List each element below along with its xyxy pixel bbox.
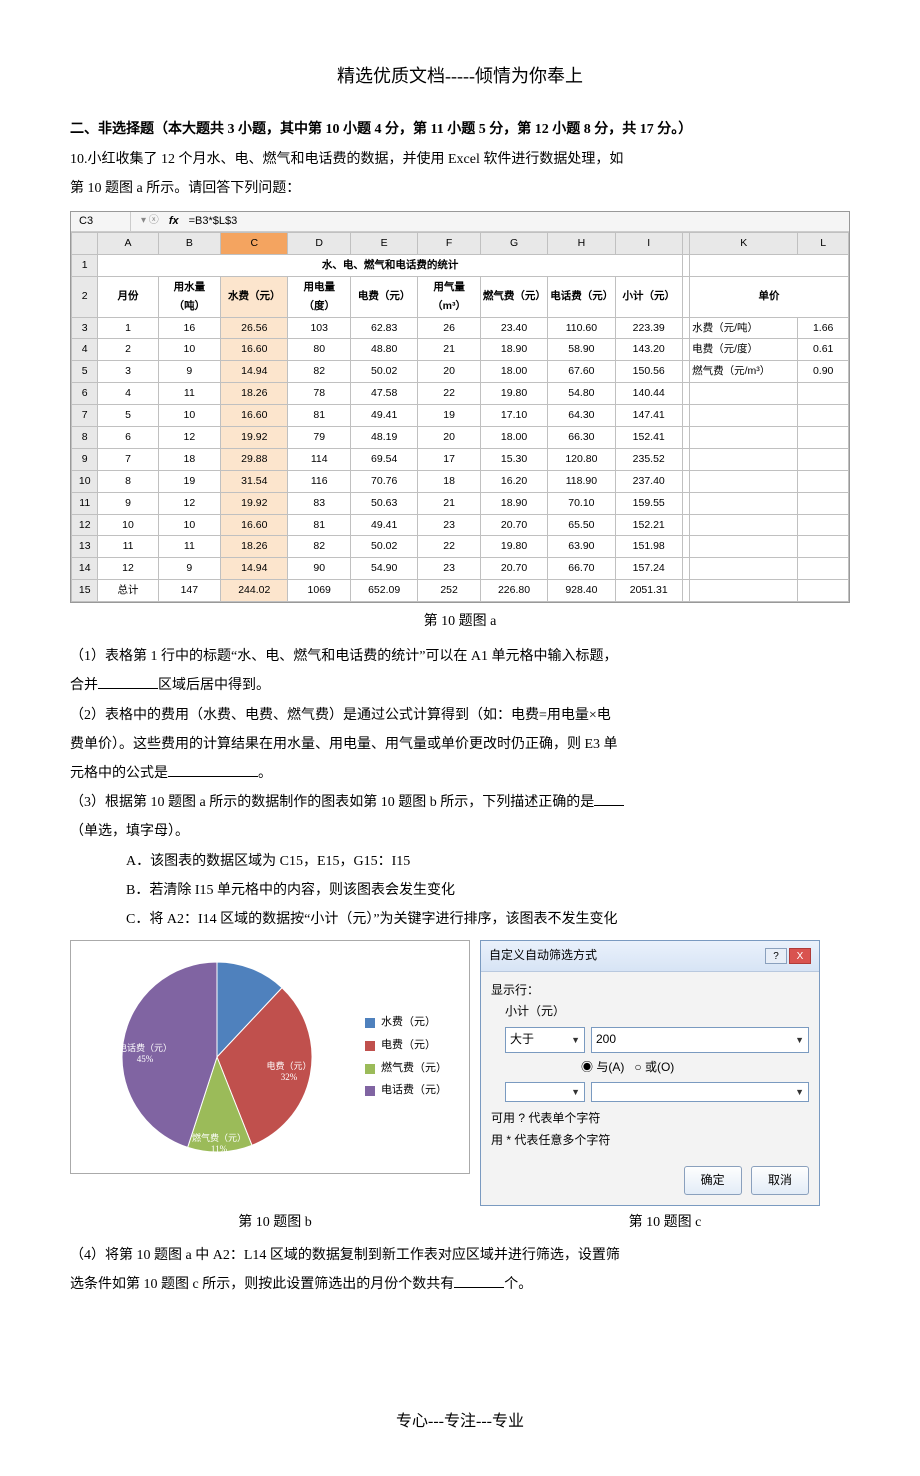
blank-3: [594, 792, 624, 806]
dialog-window-controls: ? X: [765, 948, 811, 964]
page-footer: 专心---专注---专业: [70, 1408, 850, 1437]
field-label: 小计（元）: [491, 1001, 809, 1023]
opt-b: B．若清除 I15 单元格中的内容，则该图表会发生变化: [70, 878, 850, 903]
logic-radio-row: ◉ 与(A) ○ 或(O): [491, 1057, 809, 1079]
operator-1-combo[interactable]: 大于▼: [505, 1027, 585, 1053]
dialog-buttons: 确定 取消: [481, 1160, 819, 1206]
q1-c: 区域后居中得到。: [158, 678, 270, 693]
q3-a: （3）根据第 10 题图 a 所示的数据制作的图表如第 10 题图 b 所示，下…: [70, 795, 594, 810]
q3-a-line: （3）根据第 10 题图 a 所示的数据制作的图表如第 10 题图 b 所示，下…: [70, 790, 850, 815]
q2-b: 费单价）。这些费用的计算结果在用水量、用电量、用气量或单价更改时仍正确，则 E3…: [70, 732, 850, 757]
q4-a: （4）将第 10 题图 a 中 A2：L14 区域的数据复制到新工作表对应区域并…: [70, 1243, 850, 1268]
blank-2: [168, 763, 258, 777]
blank-4: [454, 1274, 504, 1288]
spreadsheet-grid[interactable]: ABCDEFGHIKL1水、电、燃气和电话费的统计2月份用水量（吨）水费（元）用…: [71, 232, 849, 602]
hint-2: 用 * 代表任意多个字符: [491, 1130, 809, 1152]
q1-b: 合并: [70, 678, 98, 693]
page-header: 精选优质文档-----倾情为你奉上: [70, 60, 850, 92]
value-1-combo[interactable]: 200▼: [591, 1027, 809, 1053]
fx-label: fx: [169, 212, 185, 232]
dialog-title: 自定义自动筛选方式: [489, 945, 597, 967]
q3-b: （单选，填字母）。: [70, 819, 850, 844]
fx-icons: ▾ ⓧ: [131, 212, 169, 230]
q1-a: （1）表格第 1 行中的标题“水、电、燃气和电话费的统计”可以在 A1 单元格中…: [70, 644, 850, 669]
operator-2-combo[interactable]: ▼: [505, 1082, 585, 1102]
q10-intro-a: 10.小红收集了 12 个月水、电、燃气和电话费的数据，并使用 Excel 软件…: [70, 147, 850, 172]
blank-1: [98, 675, 158, 689]
filter-dialog: 自定义自动筛选方式 ? X 显示行： 小计（元） 大于▼ 200▼ ◉ 与(A)…: [480, 940, 820, 1206]
opt-a: A．该图表的数据区域为 C15，E15，G15：I15: [70, 849, 850, 874]
or-radio[interactable]: ○ 或(O): [634, 1060, 674, 1074]
pie-legend: 水费（元）电费（元）燃气费（元）电话费（元）: [365, 1010, 447, 1104]
section-title-text: 二、非选择题（本大题共 3 小题，其中第 10 小题 4 分，第 11 小题 5…: [70, 122, 692, 137]
opt-c: C．将 A2：I14 区域的数据按“小计（元）”为关键字进行排序，该图表不发生变…: [70, 907, 850, 932]
ok-button[interactable]: 确定: [684, 1166, 742, 1196]
q2-c: 元格中的公式是: [70, 766, 168, 781]
figures-row: 水费（元）12%电费（元）32%燃气费（元）11%电话费（元）45% 水费（元）…: [70, 940, 850, 1206]
q10-intro-b: 第 10 题图 a 所示。请回答下列问题：: [70, 176, 850, 201]
pie-chart: 水费（元）12%电费（元）32%燃气费（元）11%电话费（元）45%: [77, 947, 357, 1167]
q4-b-line: 选条件如第 10 题图 c 所示，则按此设置筛选出的月份个数共有 个。: [70, 1272, 850, 1297]
and-radio[interactable]: ◉ 与(A): [581, 1060, 624, 1074]
section-title: 二、非选择题（本大题共 3 小题，其中第 10 小题 4 分，第 11 小题 5…: [70, 117, 850, 142]
show-rows-label: 显示行：: [491, 980, 809, 1002]
excel-screenshot: C3 ▾ ⓧ fx =B3*$L$3 ABCDEFGHIKL1水、电、燃气和电话…: [70, 211, 850, 603]
sub-captions: 第 10 题图 b 第 10 题图 c: [70, 1206, 850, 1239]
formula-input[interactable]: =B3*$L$3: [185, 212, 849, 232]
help-icon[interactable]: ?: [765, 948, 787, 964]
q2-d: 。: [258, 766, 272, 781]
formula-bar: C3 ▾ ⓧ fx =B3*$L$3: [71, 212, 849, 232]
name-box[interactable]: C3: [71, 212, 131, 232]
value-2-combo[interactable]: ▼: [591, 1082, 809, 1102]
dialog-titlebar: 自定义自动筛选方式 ? X: [481, 941, 819, 972]
q1-b-line: 合并 区域后居中得到。: [70, 673, 850, 698]
caption-a: 第 10 题图 a: [70, 609, 850, 634]
q4-c: 个。: [504, 1277, 532, 1292]
dialog-body: 显示行： 小计（元） 大于▼ 200▼ ◉ 与(A) ○ 或(O) ▼ ▼ 可用…: [481, 972, 819, 1160]
q4-b: 选条件如第 10 题图 c 所示，则按此设置筛选出的月份个数共有: [70, 1277, 454, 1292]
q2-c-line: 元格中的公式是 。: [70, 761, 850, 786]
hint-1: 可用 ? 代表单个字符: [491, 1108, 809, 1130]
pie-chart-box: 水费（元）12%电费（元）32%燃气费（元）11%电话费（元）45% 水费（元）…: [70, 940, 470, 1174]
pie-area: 水费（元）12%电费（元）32%燃气费（元）11%电话费（元）45% 水费（元）…: [77, 947, 463, 1167]
q2-a: （2）表格中的费用（水费、电费、燃气费）是通过公式计算得到（如：电费=用电量×电: [70, 703, 850, 728]
caption-c: 第 10 题图 c: [480, 1210, 850, 1235]
caption-b: 第 10 题图 b: [70, 1210, 480, 1235]
close-icon[interactable]: X: [789, 948, 811, 964]
cancel-button[interactable]: 取消: [751, 1166, 809, 1196]
